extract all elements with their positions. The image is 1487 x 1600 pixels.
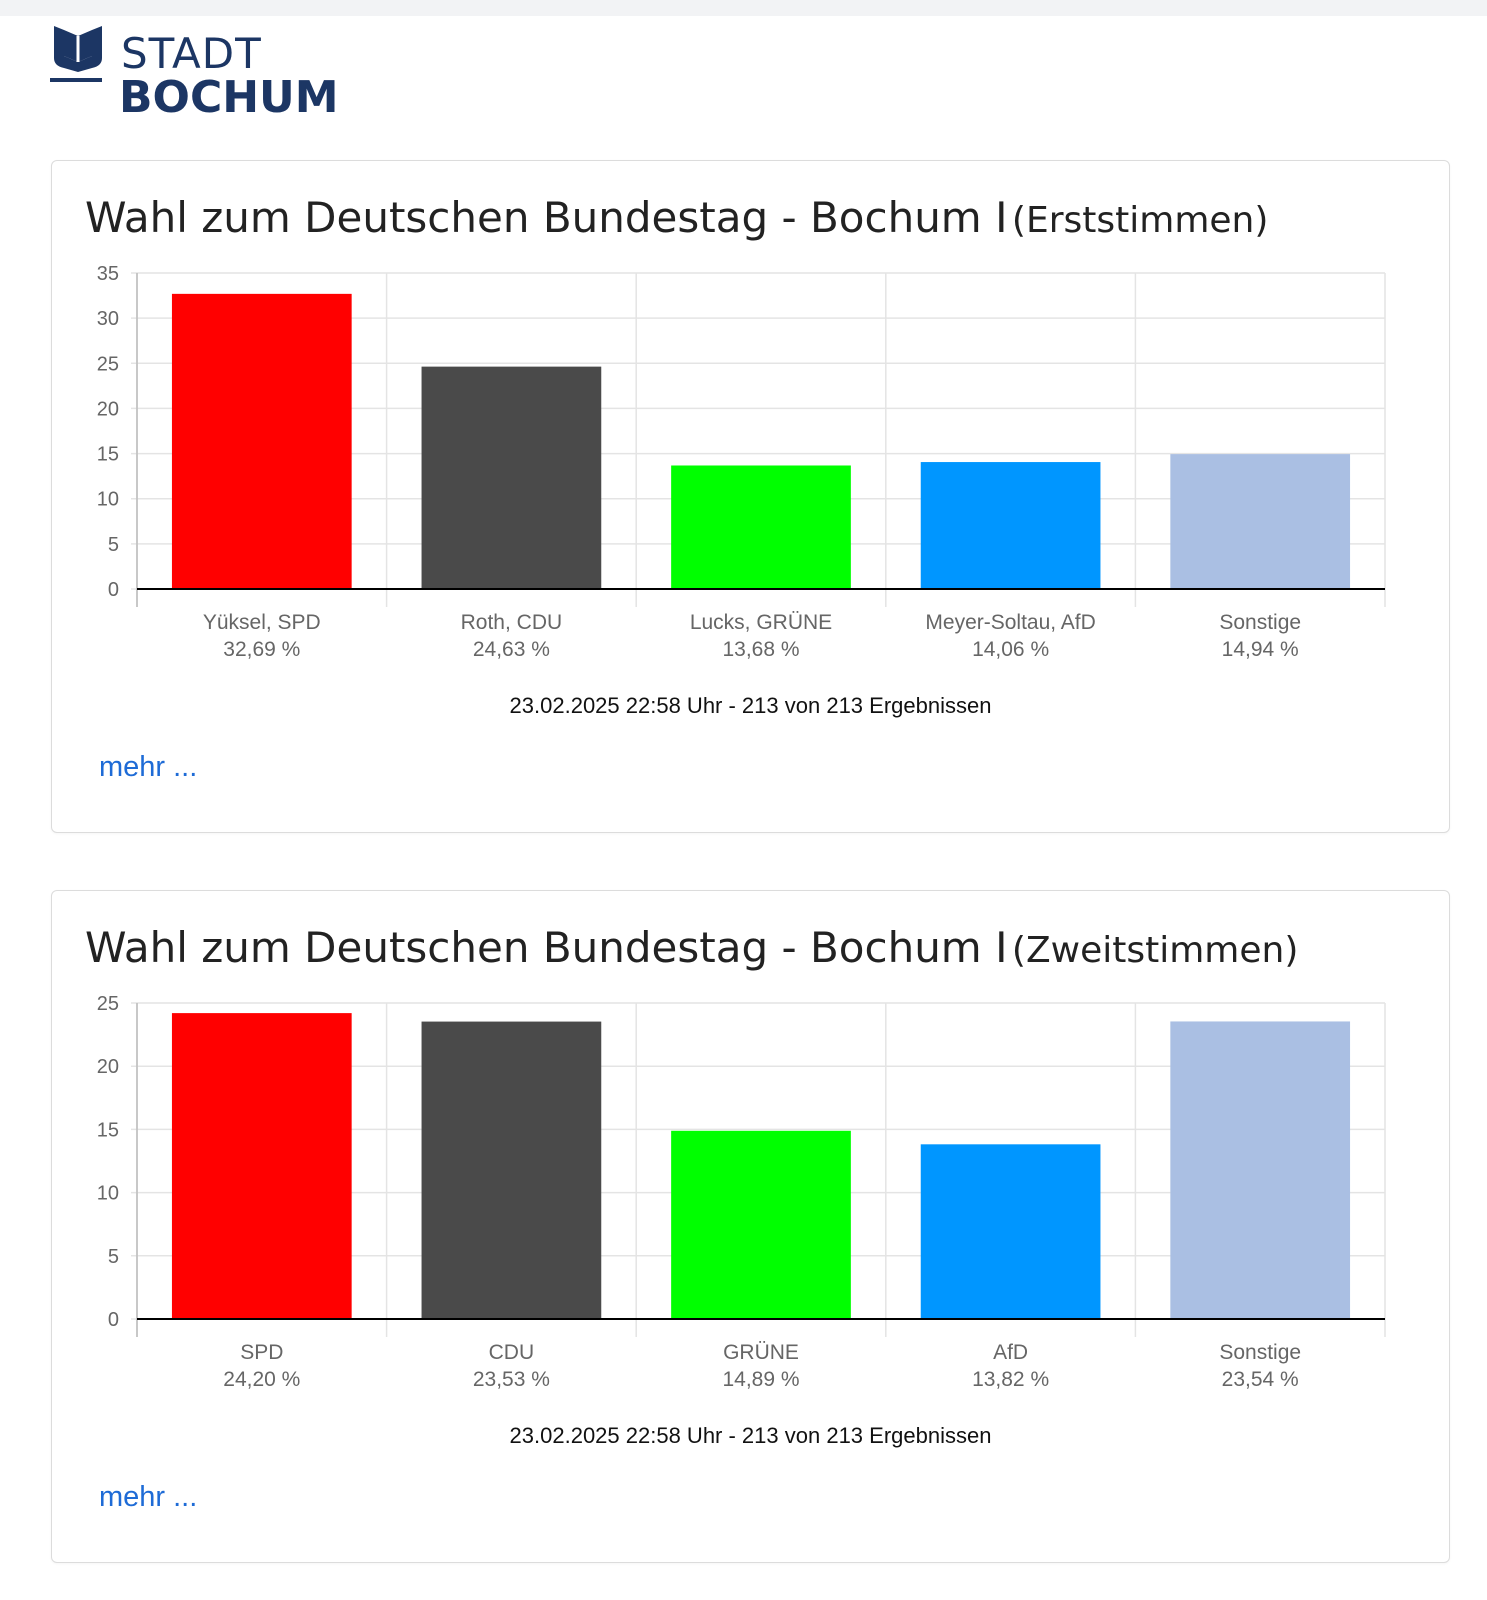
bar <box>920 462 1101 589</box>
card-title-subtitle: (Zweitstimmen) <box>1011 930 1299 971</box>
bar-chart-zweitstimmen: 0 5 10 15 20 25 SPD 24,20 % CDU 23,53 % GRÜNE 14,89… <box>97 993 1386 1391</box>
data-label: 14,89 % <box>722 1368 799 1391</box>
more-link[interactable]: mehr ... <box>99 751 198 783</box>
result-status-text: 23.02.2025 22:58 Uhr - 213 von 213 Ergeb… <box>509 1423 992 1448</box>
y-tick-label: 5 <box>108 1246 119 1268</box>
bar <box>421 1021 602 1319</box>
logo-line-bochum: BOCHUM <box>119 72 339 123</box>
y-tick-label: 0 <box>108 1309 119 1331</box>
bar <box>171 293 352 589</box>
y-tick-label: 5 <box>108 534 119 556</box>
book-shield-icon <box>50 26 102 82</box>
data-label: 14,06 % <box>972 638 1049 661</box>
y-tick-label: 30 <box>97 308 119 330</box>
y-tick-label: 0 <box>108 579 119 601</box>
x-tick-label: Yüksel, SPD <box>203 611 321 634</box>
y-tick-label: 25 <box>97 993 119 1015</box>
x-tick-label: Sonstige <box>1219 1341 1301 1364</box>
x-tick-label: Lucks, GRÜNE <box>690 611 832 634</box>
election-card-zweitstimmen: Wahl zum Deutschen Bundestag - Bochum I … <box>51 890 1450 1563</box>
card-title-subtitle: (Erststimmen) <box>1011 200 1269 241</box>
data-label: 23,53 % <box>473 1368 550 1391</box>
more-link[interactable]: mehr ... <box>99 1481 198 1513</box>
y-tick-label: 15 <box>97 1119 119 1141</box>
data-label: 13,68 % <box>722 638 799 661</box>
bar <box>421 366 602 589</box>
top-bar <box>0 0 1487 16</box>
card-title-main: Wahl zum Deutschen Bundestag - Bochum I <box>85 193 1008 242</box>
x-tick-label: AfD <box>993 1341 1028 1364</box>
y-tick-label: 20 <box>97 398 119 420</box>
data-label: 14,94 % <box>1222 638 1299 661</box>
bar <box>1170 1021 1351 1319</box>
x-tick-label: Sonstige <box>1219 611 1301 634</box>
data-label: 23,54 % <box>1222 1368 1299 1391</box>
bar <box>920 1144 1101 1319</box>
y-tick-label: 10 <box>97 489 119 511</box>
y-tick-label: 10 <box>97 1183 119 1205</box>
data-label: 24,63 % <box>473 638 550 661</box>
card-title: Wahl zum Deutschen Bundestag - Bochum I … <box>85 193 1268 242</box>
y-tick-label: 20 <box>97 1056 119 1078</box>
x-tick-label: GRÜNE <box>723 1341 799 1364</box>
bar <box>171 1013 352 1319</box>
bar <box>671 465 851 589</box>
y-tick-label: 15 <box>97 444 119 466</box>
y-tick-label: 25 <box>97 353 119 375</box>
bar <box>671 1130 851 1319</box>
data-label: 24,20 % <box>223 1368 300 1391</box>
data-label: 32,69 % <box>223 638 300 661</box>
stadt-bochum-logo[interactable]: STADT BOCHUM <box>50 22 350 122</box>
x-tick-label: Meyer-Soltau, AfD <box>925 611 1095 634</box>
bar <box>1170 454 1351 589</box>
x-tick-label: SPD <box>240 1341 283 1364</box>
card-title-main: Wahl zum Deutschen Bundestag - Bochum I <box>85 923 1008 972</box>
result-status-text: 23.02.2025 22:58 Uhr - 213 von 213 Ergeb… <box>509 693 992 718</box>
x-tick-label: Roth, CDU <box>461 611 563 634</box>
card-title: Wahl zum Deutschen Bundestag - Bochum I … <box>85 923 1298 972</box>
bar-chart-erststimmen: 0 5 10 15 20 25 30 35 Yüksel, SPD 32,69 % Roth, CD… <box>97 263 1386 661</box>
x-tick-label: CDU <box>489 1341 535 1364</box>
y-tick-label: 35 <box>97 263 119 285</box>
election-card-erststimmen: Wahl zum Deutschen Bundestag - Bochum I … <box>51 160 1450 833</box>
logo-line-stadt: STADT <box>121 29 262 78</box>
data-label: 13,82 % <box>972 1368 1049 1391</box>
